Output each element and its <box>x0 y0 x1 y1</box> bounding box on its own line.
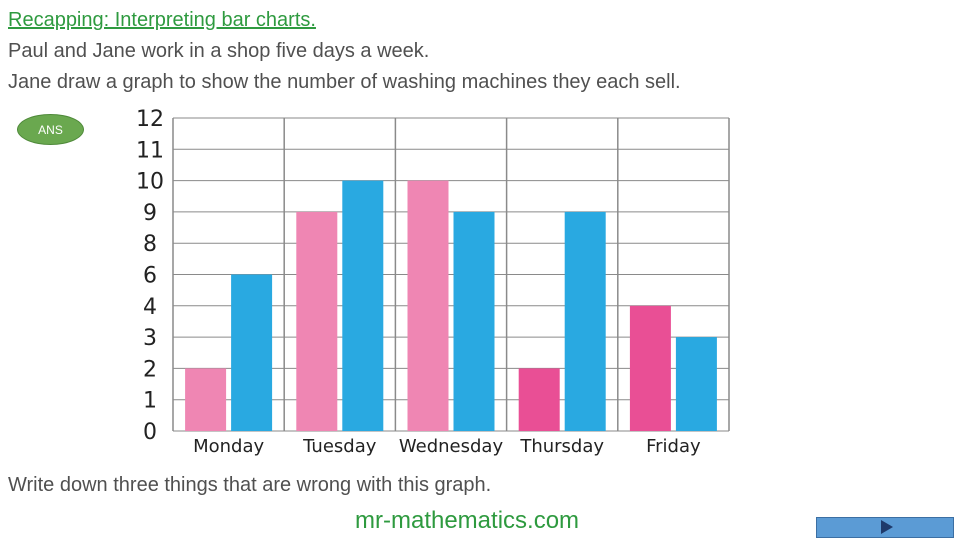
y-tick-label: 10 <box>136 170 164 195</box>
y-tick-label: 9 <box>143 201 157 226</box>
intro-text-1: Paul and Jane work in a shop five days a… <box>8 40 430 62</box>
y-tick-label: 6 <box>143 264 157 289</box>
play-arrow-icon <box>881 520 893 534</box>
bar <box>564 211 606 431</box>
x-tick-label: Thursday <box>519 436 604 457</box>
bar <box>231 274 273 431</box>
x-tick-label: Wednesday <box>399 436 504 457</box>
bar <box>342 180 384 431</box>
bar <box>296 211 338 431</box>
y-tick-label: 8 <box>143 232 157 257</box>
y-tick-label: 12 <box>136 107 164 132</box>
y-tick-label: 0 <box>143 420 157 445</box>
intro-text-2: Jane draw a graph to show the number of … <box>8 71 681 93</box>
slide-title: Recapping: Interpreting bar charts. <box>8 9 316 31</box>
bar <box>407 180 449 431</box>
question-text: Write down three things that are wrong w… <box>8 474 492 496</box>
y-tick-label: 3 <box>143 326 157 351</box>
y-tick-label: 1 <box>143 389 157 414</box>
x-tick-label: Friday <box>646 436 701 457</box>
bar <box>453 211 495 431</box>
ans-button[interactable]: ANS <box>17 114 84 145</box>
next-slide-button[interactable] <box>816 517 954 538</box>
bar <box>629 305 671 431</box>
brand-text: mr-mathematics.com <box>355 507 580 534</box>
bar <box>675 337 717 431</box>
bar <box>518 368 560 431</box>
x-tick-label: Monday <box>193 436 264 457</box>
ans-button-label: ANS <box>38 122 63 137</box>
bar <box>185 368 227 431</box>
x-tick-label: Tuesday <box>302 436 377 457</box>
y-tick-label: 11 <box>136 138 164 163</box>
y-tick-label: 2 <box>143 357 157 382</box>
y-tick-label: 4 <box>143 295 157 320</box>
